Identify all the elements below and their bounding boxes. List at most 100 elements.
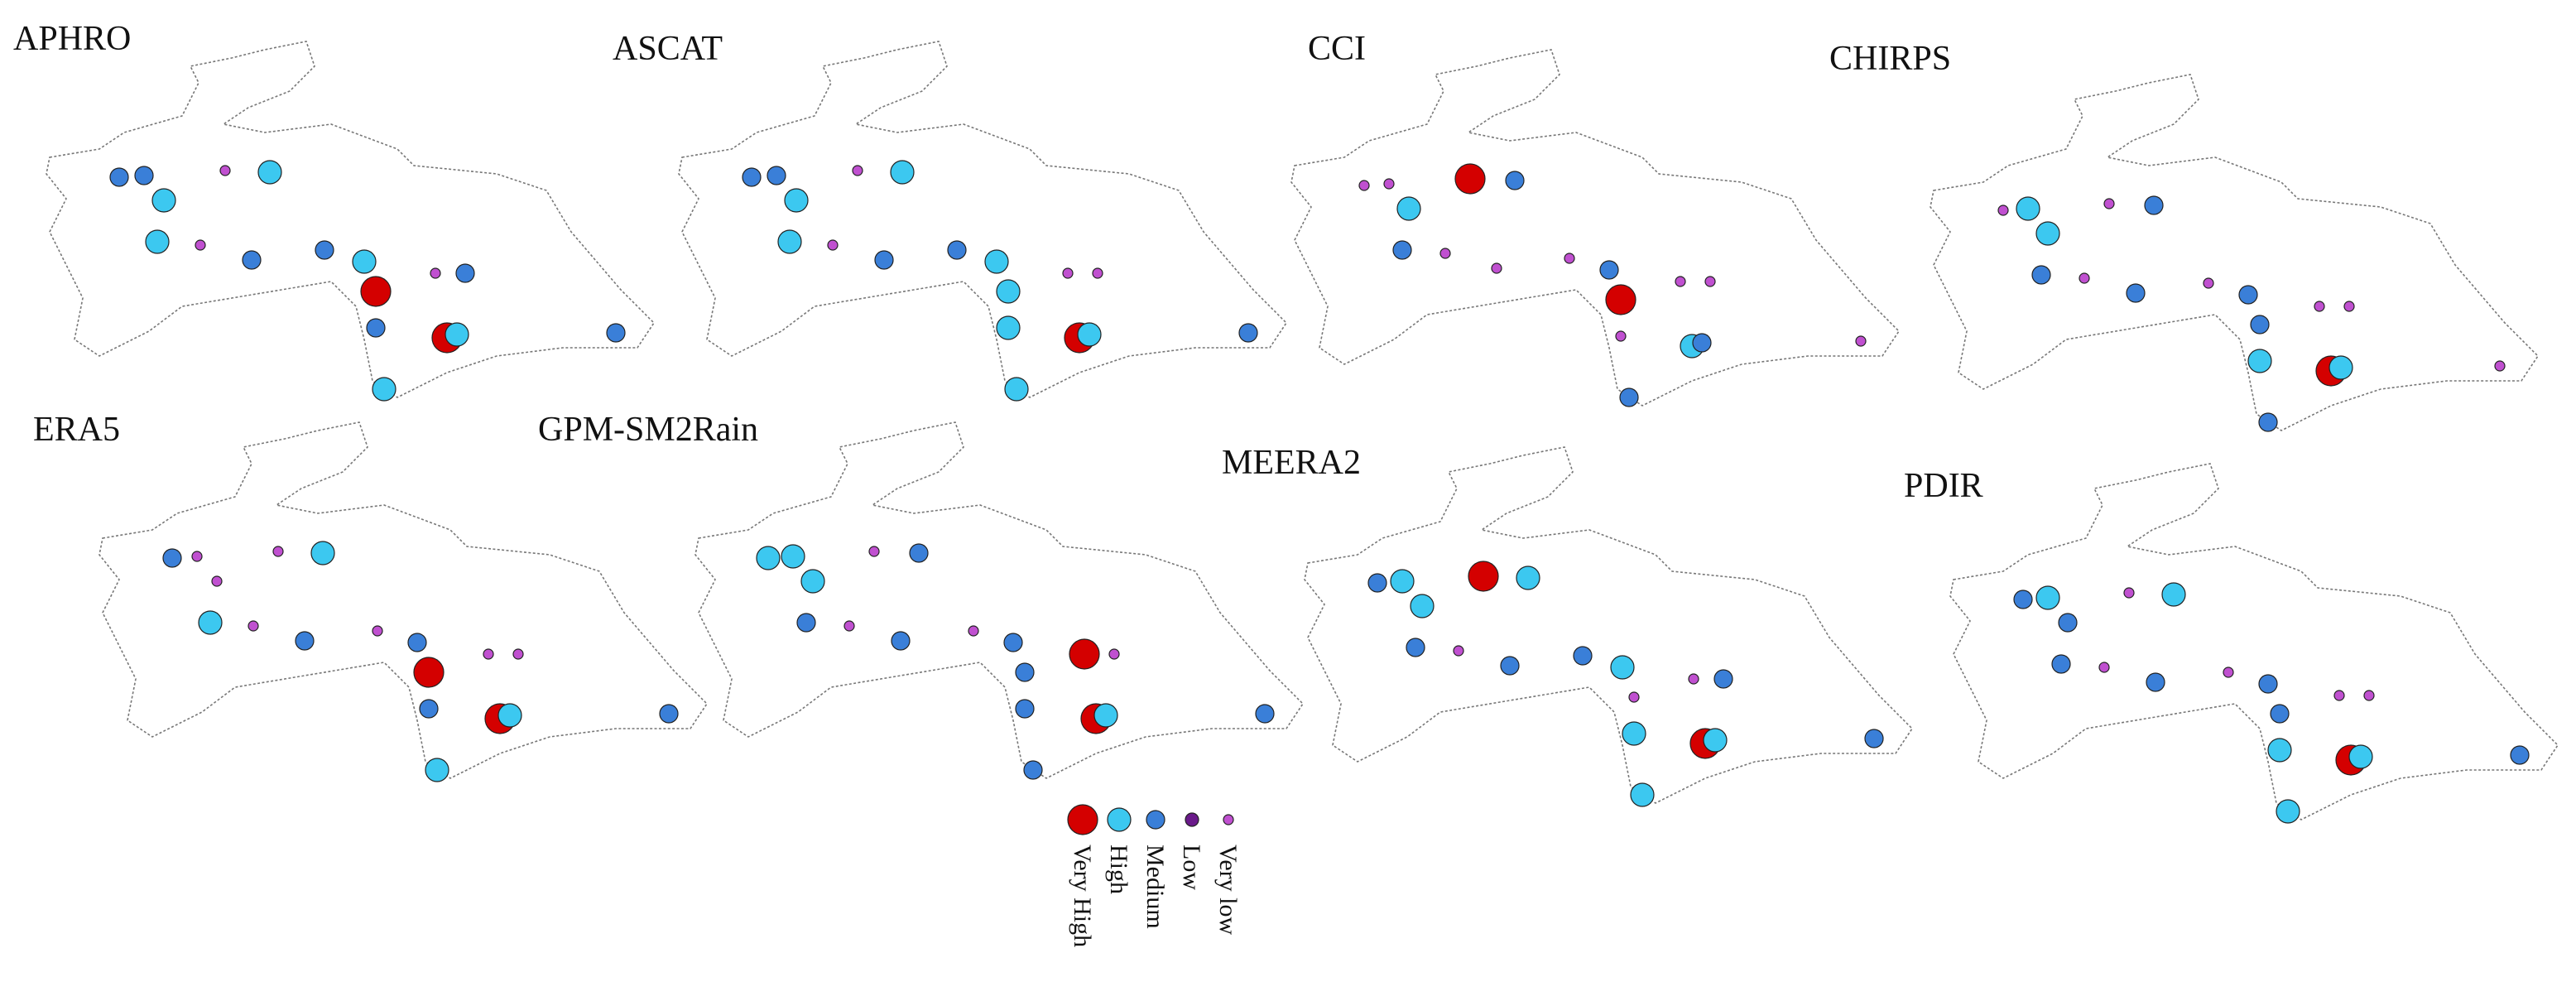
station-dot: [1675, 276, 1686, 287]
station-dot: [891, 631, 911, 651]
station-dot: [2203, 277, 2214, 289]
station-dot: [1713, 669, 1733, 689]
station-dot: [2328, 355, 2353, 380]
station-dot: [413, 657, 445, 688]
country-outline: [1290, 49, 1901, 407]
panel-title: APHRO: [13, 20, 131, 58]
station-dot: [198, 610, 223, 635]
station-dot: [1491, 262, 1502, 274]
legend-label: Low: [1178, 845, 1205, 890]
station-dot: [2348, 744, 2373, 769]
station-dot: [372, 377, 396, 402]
station-dot: [2250, 315, 2270, 334]
station-dot: [151, 188, 176, 213]
country-outline: [1930, 74, 2540, 431]
station-dot: [366, 318, 386, 338]
station-dot: [800, 569, 825, 594]
station-dot: [947, 240, 967, 260]
station-dot: [425, 758, 449, 782]
station-dot: [248, 620, 259, 632]
legend-dot: [1107, 807, 1132, 832]
station-dot: [2494, 360, 2506, 372]
station-dot: [211, 575, 223, 587]
station-dot: [874, 250, 894, 270]
station-dot: [191, 551, 203, 562]
legend-label: Medium: [1141, 845, 1169, 929]
station-dot: [1003, 633, 1023, 652]
station-dot: [606, 323, 626, 343]
station-dot: [1392, 240, 1412, 260]
station-dot: [2333, 690, 2345, 701]
station-dot: [767, 166, 786, 185]
station-dot: [784, 188, 809, 213]
station-dot: [852, 165, 863, 176]
station-dot: [659, 704, 679, 724]
station-dot: [827, 239, 839, 251]
station-dot: [1255, 704, 1275, 724]
station-dot: [1692, 333, 1712, 353]
country-outline: [694, 421, 1305, 779]
station-dot: [2079, 272, 2090, 284]
panel-title: GPM-SM2Rain: [538, 411, 758, 449]
legend-dot: [1223, 814, 1234, 825]
station-dot: [1069, 638, 1100, 670]
station-dot: [483, 648, 494, 660]
station-dot: [1023, 760, 1043, 780]
station-dot: [1454, 163, 1486, 195]
station-dot: [1630, 782, 1655, 807]
legend-label: Very High: [1069, 845, 1096, 947]
station-dot: [1108, 648, 1120, 660]
station-dot: [1619, 387, 1639, 407]
station-dot: [315, 240, 334, 260]
station-dot: [430, 267, 441, 279]
station-dot: [2363, 690, 2375, 701]
station-dot: [2035, 221, 2060, 246]
station-dot: [2146, 672, 2165, 692]
station-dot: [2238, 285, 2258, 305]
station-dot: [909, 543, 929, 563]
station-dot: [242, 250, 262, 270]
station-dot: [2051, 654, 2071, 674]
station-dot: [1468, 561, 1499, 592]
station-dot: [2031, 265, 2051, 285]
station-dot: [407, 633, 427, 652]
station-dot: [1704, 276, 1716, 287]
station-dot: [195, 239, 206, 251]
station-dot: [162, 548, 182, 568]
station-dot: [1238, 323, 1258, 343]
station-dot: [1688, 673, 1699, 685]
country-outline: [46, 41, 656, 398]
country-outline: [1304, 446, 1914, 804]
station-dot: [843, 620, 855, 632]
station-dot: [1500, 656, 1520, 676]
station-dot: [742, 167, 762, 187]
station-dot: [1516, 565, 1540, 590]
station-dot: [219, 165, 231, 176]
station-dot: [796, 613, 816, 633]
station-dot: [2314, 301, 2325, 312]
station-dot: [984, 249, 1009, 274]
station-dot: [2510, 745, 2530, 765]
station-dot: [868, 546, 880, 557]
station-dot: [1855, 335, 1867, 347]
station-dot: [512, 648, 524, 660]
station-dot: [272, 546, 284, 557]
panel-title: ASCAT: [613, 30, 723, 68]
station-dot: [1573, 646, 1593, 666]
station-dot: [2016, 196, 2040, 221]
station-dot: [1703, 728, 1728, 753]
station-dot: [372, 625, 383, 637]
station-dot: [2343, 301, 2355, 312]
station-dot: [360, 276, 392, 307]
station-dot: [1015, 662, 1035, 682]
station-dot: [1004, 377, 1029, 402]
station-dot: [1997, 205, 2009, 216]
station-dot: [1383, 178, 1395, 190]
station-dot: [2258, 674, 2278, 694]
country-outline: [1949, 463, 2559, 821]
station-dot: [2058, 613, 2078, 633]
legend-dot: [1146, 810, 1165, 830]
station-dot: [2223, 667, 2234, 678]
